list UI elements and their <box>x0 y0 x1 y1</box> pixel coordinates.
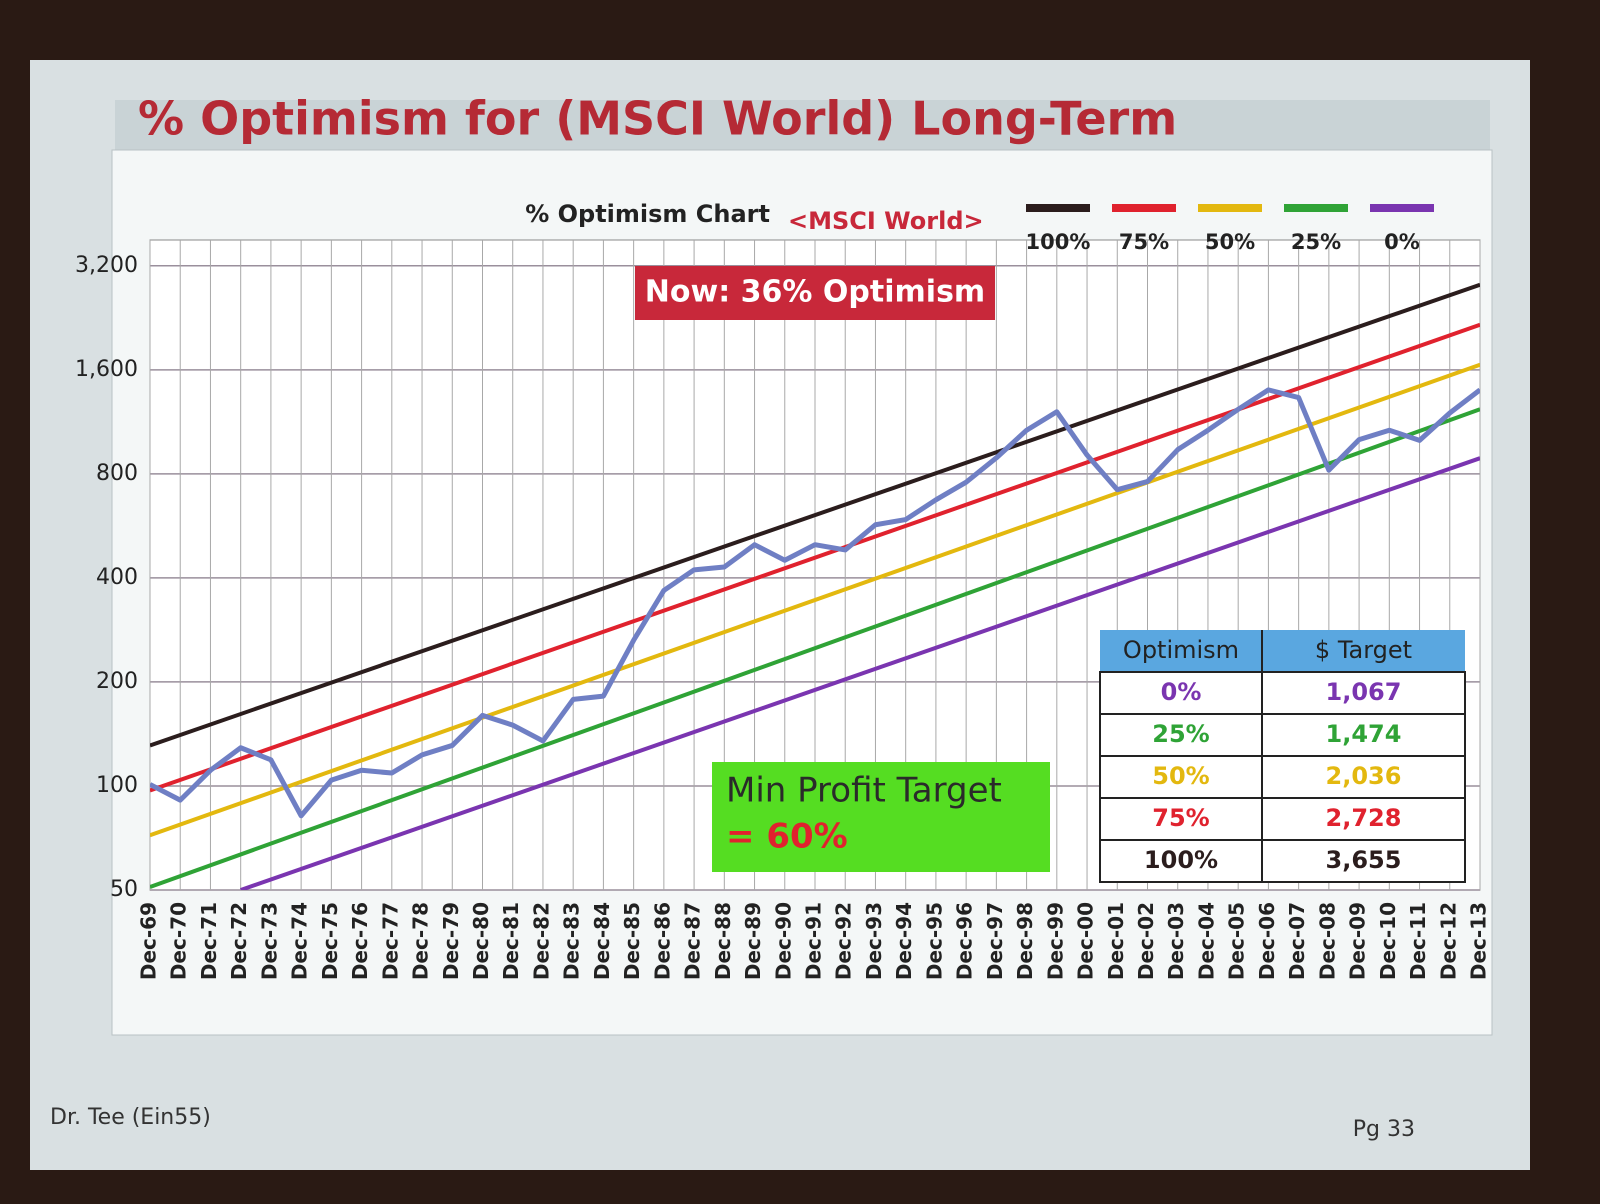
legend-label: 100% <box>1026 230 1091 254</box>
x-tick-label: Dec-04 <box>1194 902 1218 980</box>
legend-label: 0% <box>1384 230 1420 254</box>
x-tick-label: Dec-01 <box>1104 902 1128 980</box>
x-tick-label: Dec-83 <box>560 902 584 980</box>
x-tick-label: Dec-87 <box>681 902 705 980</box>
table-cell: 2,036 <box>1326 762 1402 790</box>
chart-title: % Optimism for (MSCI World) Long-Term <box>138 92 1177 146</box>
now-box <box>635 266 995 320</box>
x-tick-label: Dec-05 <box>1225 902 1249 980</box>
x-tick-label: Dec-85 <box>620 902 644 980</box>
x-tick-label: Dec-78 <box>409 902 433 980</box>
target-label: Min Profit Target <box>726 771 1002 811</box>
table-header-cell: Optimism <box>1123 636 1239 664</box>
x-tick-label: Dec-96 <box>953 902 977 980</box>
x-tick-label: Dec-86 <box>650 902 674 980</box>
x-tick-label: Dec-81 <box>499 902 523 980</box>
x-tick-label: Dec-12 <box>1436 902 1460 980</box>
x-tick-label: Dec-72 <box>227 902 251 980</box>
footer-right: Pg 33 <box>1353 1117 1415 1142</box>
x-tick-label: Dec-10 <box>1376 902 1400 980</box>
table-cell: 50% <box>1152 762 1209 790</box>
x-tick-label: Dec-84 <box>590 902 614 980</box>
table-header-cell: $ Target <box>1315 636 1412 664</box>
legend-subtitle: <MSCI World> <box>788 207 984 235</box>
table-cell: 1,474 <box>1326 720 1402 748</box>
x-tick-label: Dec-99 <box>1043 902 1067 980</box>
y-tick-label: 100 <box>96 773 138 798</box>
index-line <box>150 387 1480 819</box>
x-tick-label: Dec-11 <box>1406 902 1430 980</box>
x-tick-label: Dec-02 <box>1134 902 1158 980</box>
plot-lines <box>150 282 1480 890</box>
y-tick-label: 1,600 <box>75 357 138 382</box>
optimism-band-line <box>150 322 1480 793</box>
x-tick-label: Dec-13 <box>1467 902 1491 980</box>
table-cell: 3,655 <box>1326 846 1402 874</box>
x-tick-label: Dec-93 <box>862 902 886 980</box>
target-box <box>712 762 1050 872</box>
x-tick-label: Dec-73 <box>257 902 281 980</box>
x-tick-label: Dec-08 <box>1315 902 1339 980</box>
x-tick-label: Dec-06 <box>1255 902 1279 980</box>
y-tick-label: 50 <box>110 877 138 902</box>
optimism-band-line <box>150 362 1480 838</box>
x-tick-label: Dec-75 <box>318 902 342 980</box>
footer-left: Dr. Tee (Ein55) <box>50 1105 211 1130</box>
table-header <box>1100 630 1465 672</box>
x-tick-label: Dec-79 <box>439 902 463 980</box>
x-tick-label: Dec-71 <box>197 902 221 980</box>
legend-label: 25% <box>1291 230 1341 254</box>
x-tick-label: Dec-80 <box>469 902 493 980</box>
table-cell: 0% <box>1161 678 1202 706</box>
table-cell: 75% <box>1152 804 1209 832</box>
y-tick-label: 3,200 <box>75 253 138 278</box>
y-tick-label: 800 <box>96 461 138 486</box>
x-tick-label: Dec-07 <box>1285 902 1309 980</box>
x-tick-label: Dec-74 <box>288 902 312 980</box>
optimism-band-line <box>150 282 1480 748</box>
x-tick-label: Dec-94 <box>892 902 916 980</box>
x-tick-label: Dec-97 <box>983 902 1007 980</box>
table-cell: 1,067 <box>1326 678 1402 706</box>
legend-label: 50% <box>1205 230 1255 254</box>
x-tick-label: Dec-77 <box>378 902 402 980</box>
legend-title: % Optimism Chart <box>525 200 770 228</box>
x-tick-label: Dec-69 <box>137 902 161 980</box>
x-tick-label: Dec-03 <box>1164 902 1188 980</box>
x-tick-label: Dec-89 <box>741 902 765 980</box>
x-tick-label: Dec-76 <box>348 902 372 980</box>
x-tick-label: Dec-95 <box>922 902 946 980</box>
x-tick-label: Dec-98 <box>1013 902 1037 980</box>
x-tick-label: Dec-90 <box>771 902 795 980</box>
table-cell: 25% <box>1152 720 1209 748</box>
table-body <box>1099 671 1466 883</box>
x-tick-label: Dec-88 <box>711 902 735 980</box>
x-tick-label: Dec-91 <box>802 902 826 980</box>
table-cell: 2,728 <box>1326 804 1402 832</box>
now-label: Now: 36% Optimism <box>645 275 985 310</box>
table-cell: 100% <box>1144 846 1218 874</box>
optimism-band-line <box>240 456 1480 890</box>
x-tick-label: Dec-70 <box>167 902 191 980</box>
x-tick-label: Dec-09 <box>1346 902 1370 980</box>
y-tick-label: 200 <box>96 669 138 694</box>
x-tick-label: Dec-92 <box>832 902 856 980</box>
y-tick-label: 400 <box>96 565 138 590</box>
optimism-band-line <box>150 407 1480 889</box>
x-tick-label: Dec-00 <box>1074 902 1098 980</box>
legend-label: 75% <box>1119 230 1169 254</box>
x-tick-label: Dec-82 <box>529 902 553 980</box>
target-value: = 60% <box>726 817 848 857</box>
